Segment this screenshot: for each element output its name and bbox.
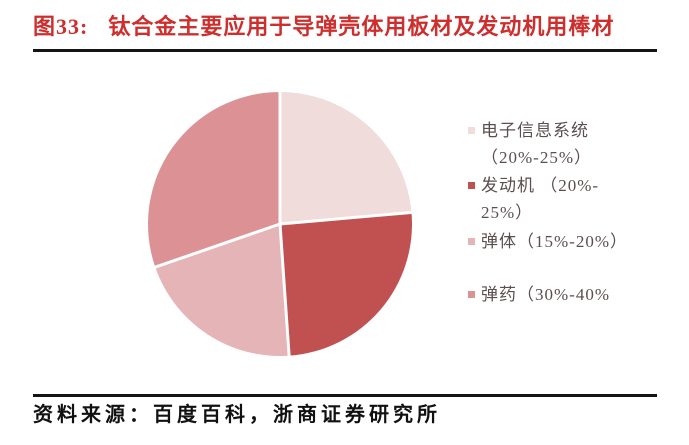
pie-slice-2 bbox=[280, 212, 413, 356]
legend-item: 弹药（30%-40% bbox=[468, 281, 610, 308]
legend-label-line: 发动机 （20%- bbox=[481, 176, 600, 195]
figure-title: 图33: 钛合金主要应用于导弹壳体用板材及发动机用棒材 bbox=[33, 12, 663, 42]
pie-chart bbox=[147, 91, 413, 357]
legend-label-line: 电子信息系统 bbox=[481, 121, 589, 140]
legend-swatch-icon bbox=[468, 127, 475, 134]
legend-label-line: 25%） bbox=[481, 203, 534, 222]
legend-swatch-icon bbox=[468, 182, 475, 189]
pie-slice-4 bbox=[147, 92, 280, 268]
legend-swatch-icon bbox=[468, 238, 475, 245]
legend-label-line: （20%-25%） bbox=[481, 148, 592, 167]
pie-slice-1 bbox=[280, 92, 412, 224]
figure-title-text: 钛合金主要应用于导弹壳体用板材及发动机用棒材 bbox=[108, 14, 615, 39]
pie-chart-area bbox=[130, 74, 430, 374]
legend-item: 电子信息系统 （20%-25%） bbox=[468, 117, 592, 171]
legend-swatch-icon bbox=[468, 291, 475, 298]
source-note: 资料来源：百度百科，浙商证券研究所 bbox=[33, 404, 441, 426]
legend-label-line: 弹药（30%-40% bbox=[481, 285, 610, 304]
source-divider bbox=[33, 394, 657, 397]
pie-slice-separator bbox=[153, 222, 281, 269]
pie-slice-separator bbox=[278, 223, 291, 357]
pie-slice-separator bbox=[279, 210, 413, 226]
figure-number: 图33: bbox=[33, 14, 89, 39]
legend-item: 弹体（15%-20%） bbox=[468, 228, 628, 255]
title-divider bbox=[33, 49, 657, 52]
legend-label-line: 弹体（15%-20%） bbox=[481, 232, 628, 251]
legend-item: 发动机 （20%- 25%） bbox=[468, 172, 599, 226]
